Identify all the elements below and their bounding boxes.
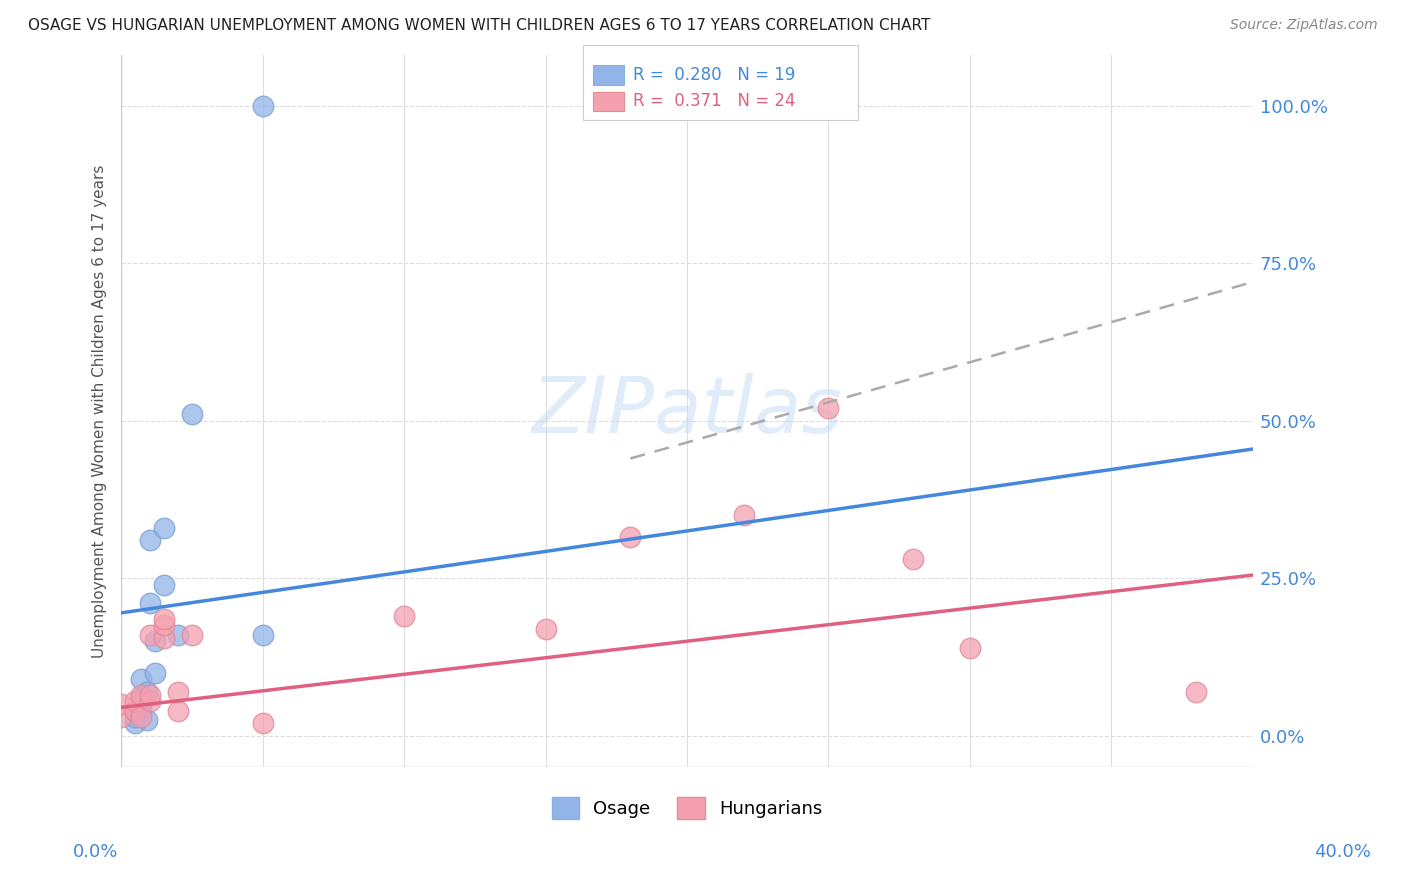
Point — [817, 401, 839, 415]
Point — [110, 710, 132, 724]
Point — [166, 704, 188, 718]
Point — [124, 716, 146, 731]
Point — [129, 672, 152, 686]
Point — [181, 408, 204, 422]
Point — [152, 521, 174, 535]
Point — [124, 704, 146, 718]
Point — [129, 706, 152, 721]
Point — [392, 609, 415, 624]
Point — [252, 716, 274, 731]
Text: ZIPatlas: ZIPatlas — [531, 373, 842, 450]
Point — [619, 530, 641, 544]
Y-axis label: Unemployment Among Women with Children Ages 6 to 17 years: Unemployment Among Women with Children A… — [93, 164, 107, 658]
Point — [129, 690, 152, 705]
Point — [903, 552, 925, 566]
Point — [135, 713, 157, 727]
Point — [152, 612, 174, 626]
Point — [110, 698, 132, 712]
Point — [1185, 684, 1208, 698]
Point — [733, 508, 755, 523]
Point — [252, 628, 274, 642]
Point — [124, 704, 146, 718]
Point — [181, 628, 204, 642]
Point — [138, 533, 160, 548]
Point — [138, 688, 160, 702]
Point — [135, 684, 157, 698]
Point — [166, 628, 188, 642]
Text: OSAGE VS HUNGARIAN UNEMPLOYMENT AMONG WOMEN WITH CHILDREN AGES 6 TO 17 YEARS COR: OSAGE VS HUNGARIAN UNEMPLOYMENT AMONG WO… — [28, 18, 931, 33]
Text: 0.0%: 0.0% — [73, 843, 118, 861]
Point — [166, 684, 188, 698]
Point — [124, 694, 146, 708]
Point — [143, 634, 166, 648]
Point — [129, 688, 152, 702]
Point — [152, 618, 174, 632]
Point — [959, 640, 981, 655]
Point — [152, 631, 174, 645]
Text: Source: ZipAtlas.com: Source: ZipAtlas.com — [1230, 18, 1378, 32]
Legend: Osage, Hungarians: Osage, Hungarians — [544, 789, 830, 826]
Point — [152, 577, 174, 591]
Point — [534, 622, 557, 636]
Point — [252, 98, 274, 112]
Point — [138, 596, 160, 610]
Point — [138, 628, 160, 642]
Text: R =  0.371   N = 24: R = 0.371 N = 24 — [633, 93, 796, 111]
Point — [129, 710, 152, 724]
Point — [124, 710, 146, 724]
Text: 40.0%: 40.0% — [1315, 843, 1371, 861]
Point — [143, 665, 166, 680]
Point — [129, 698, 152, 712]
Point — [138, 694, 160, 708]
Text: R =  0.280   N = 19: R = 0.280 N = 19 — [633, 66, 794, 84]
